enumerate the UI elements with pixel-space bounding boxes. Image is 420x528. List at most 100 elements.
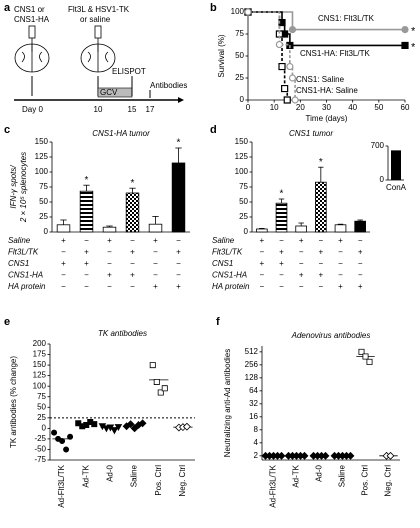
treatment-label: Flt3L & HSV1-TK bbox=[68, 5, 130, 14]
y-tick-label: 0 bbox=[240, 95, 245, 104]
y-tick-label: 25 bbox=[235, 73, 244, 82]
y-axis-label: IFN-γ spots/ bbox=[9, 165, 18, 209]
y-tick-label: 2 bbox=[254, 451, 259, 460]
y-tick-label: 100 bbox=[235, 167, 249, 176]
table-cell: − bbox=[107, 282, 112, 291]
y-axis-label: Survival (%) bbox=[217, 34, 226, 77]
table-cell: + bbox=[279, 248, 284, 257]
table-cell: + bbox=[176, 248, 181, 257]
table-cell: − bbox=[84, 271, 89, 280]
bar bbox=[56, 224, 71, 233]
survival-point bbox=[401, 26, 409, 34]
y-axis-label: Neutralizing anti-Ad antibodies bbox=[223, 349, 232, 458]
y-tick-label: 150 bbox=[235, 137, 249, 146]
chart-title: Adenovirus antibodies bbox=[291, 331, 371, 340]
bar bbox=[275, 202, 288, 233]
table-cell: − bbox=[279, 282, 284, 291]
tumor-label: CNS1 or bbox=[14, 5, 45, 14]
table-cell: − bbox=[318, 282, 323, 291]
table-cell: + bbox=[299, 236, 304, 245]
x-tick-label: Ad-Flt3L/TK bbox=[269, 464, 278, 507]
row-label: Flt3L/TK bbox=[212, 248, 243, 257]
x-axis-label: Time (days) bbox=[306, 114, 348, 123]
y-tick-label: 4 bbox=[254, 438, 259, 447]
protocol-diagram: CNS1 or CNS1-HA Flt3L & HSV1-TK or salin… bbox=[14, 5, 187, 114]
table-cell: − bbox=[130, 282, 135, 291]
bar bbox=[171, 162, 186, 233]
brain-icon bbox=[14, 25, 50, 73]
data-point bbox=[300, 451, 309, 460]
table-cell: + bbox=[84, 248, 89, 257]
x-tick-label: 50 bbox=[374, 103, 383, 112]
elispot-label: ELISPOT bbox=[112, 67, 146, 76]
y-tick-label: 100 bbox=[33, 381, 47, 390]
panel-label: f bbox=[216, 316, 220, 328]
significance-mark: * bbox=[177, 138, 181, 149]
table-cell: − bbox=[130, 236, 135, 245]
y-tick-label: 512 bbox=[245, 347, 259, 356]
table-cell: − bbox=[84, 282, 89, 291]
y-tick-label: 32 bbox=[249, 399, 258, 408]
row-label: CNS1 bbox=[212, 259, 233, 268]
table-cell: − bbox=[107, 248, 112, 257]
row-label: CNS1-HA bbox=[212, 271, 247, 280]
data-point bbox=[114, 424, 123, 432]
table-cell: + bbox=[130, 271, 135, 280]
table-cell: + bbox=[176, 282, 181, 291]
table-cell: + bbox=[130, 248, 135, 257]
y-tick-label: 0 bbox=[244, 227, 249, 236]
data-point bbox=[161, 385, 168, 392]
survival-point bbox=[288, 74, 297, 82]
data-point bbox=[386, 451, 395, 460]
table-cell: − bbox=[130, 259, 135, 268]
y-tick-label: 16 bbox=[249, 412, 258, 421]
y-tick-label: 75 bbox=[37, 392, 46, 401]
table-cell: + bbox=[61, 259, 66, 268]
inset-label: ConA bbox=[386, 183, 407, 192]
row-label: Flt3L/TK bbox=[8, 248, 39, 257]
row-label: CNS1 bbox=[8, 259, 29, 268]
y-tick-label: -50 bbox=[34, 445, 46, 454]
table-cell: − bbox=[338, 271, 343, 280]
survival-point bbox=[275, 30, 283, 38]
significance-mark: * bbox=[411, 26, 416, 38]
panel-label: b bbox=[210, 2, 217, 14]
table-cell: − bbox=[259, 271, 264, 280]
y-tick-label: 50 bbox=[39, 197, 48, 206]
x-tick-label: Ad-0 bbox=[106, 464, 115, 481]
bar bbox=[79, 190, 94, 233]
significance-mark: * bbox=[319, 157, 323, 168]
survival-point bbox=[291, 96, 299, 104]
data-point bbox=[362, 353, 369, 360]
bar bbox=[295, 225, 307, 233]
series-label: CNS1: Flt3L/TK bbox=[318, 14, 375, 23]
table-cell: − bbox=[61, 248, 66, 257]
y-tick-label: -25 bbox=[34, 434, 46, 443]
table-cell: − bbox=[358, 236, 363, 245]
table-cell: + bbox=[338, 236, 343, 245]
table-cell: − bbox=[299, 259, 304, 268]
y-tick-label: 100 bbox=[231, 7, 245, 16]
x-tick-label: Neg. Ctrl bbox=[178, 465, 187, 497]
y-tick-label: 128 bbox=[245, 373, 259, 382]
y-tick-label: 25 bbox=[39, 212, 48, 221]
table-cell: − bbox=[318, 259, 323, 268]
gcv-label: GCV bbox=[100, 88, 118, 97]
y-axis-label: 2 × 10⁵ splenocytes bbox=[19, 152, 28, 223]
table-cell: − bbox=[153, 248, 158, 257]
y-tick-label: 0 bbox=[44, 227, 49, 236]
series-label: CNS1: Saline bbox=[296, 75, 345, 84]
table-cell: − bbox=[358, 271, 363, 280]
x-tick-label: Neg. Ctrl bbox=[384, 465, 393, 497]
data-point bbox=[321, 451, 330, 460]
significance-mark: * bbox=[411, 41, 416, 53]
panel-label: e bbox=[4, 316, 10, 328]
row-label: HA protein bbox=[8, 282, 46, 291]
day-label: Day 0 bbox=[22, 105, 43, 114]
panel-label: a bbox=[4, 2, 11, 14]
x-tick-label: Ad-0 bbox=[315, 464, 324, 481]
y-tick-label: 64 bbox=[249, 386, 258, 395]
survival-point bbox=[286, 62, 294, 71]
table-cell: + bbox=[358, 248, 363, 257]
table-cell: + bbox=[358, 282, 363, 291]
